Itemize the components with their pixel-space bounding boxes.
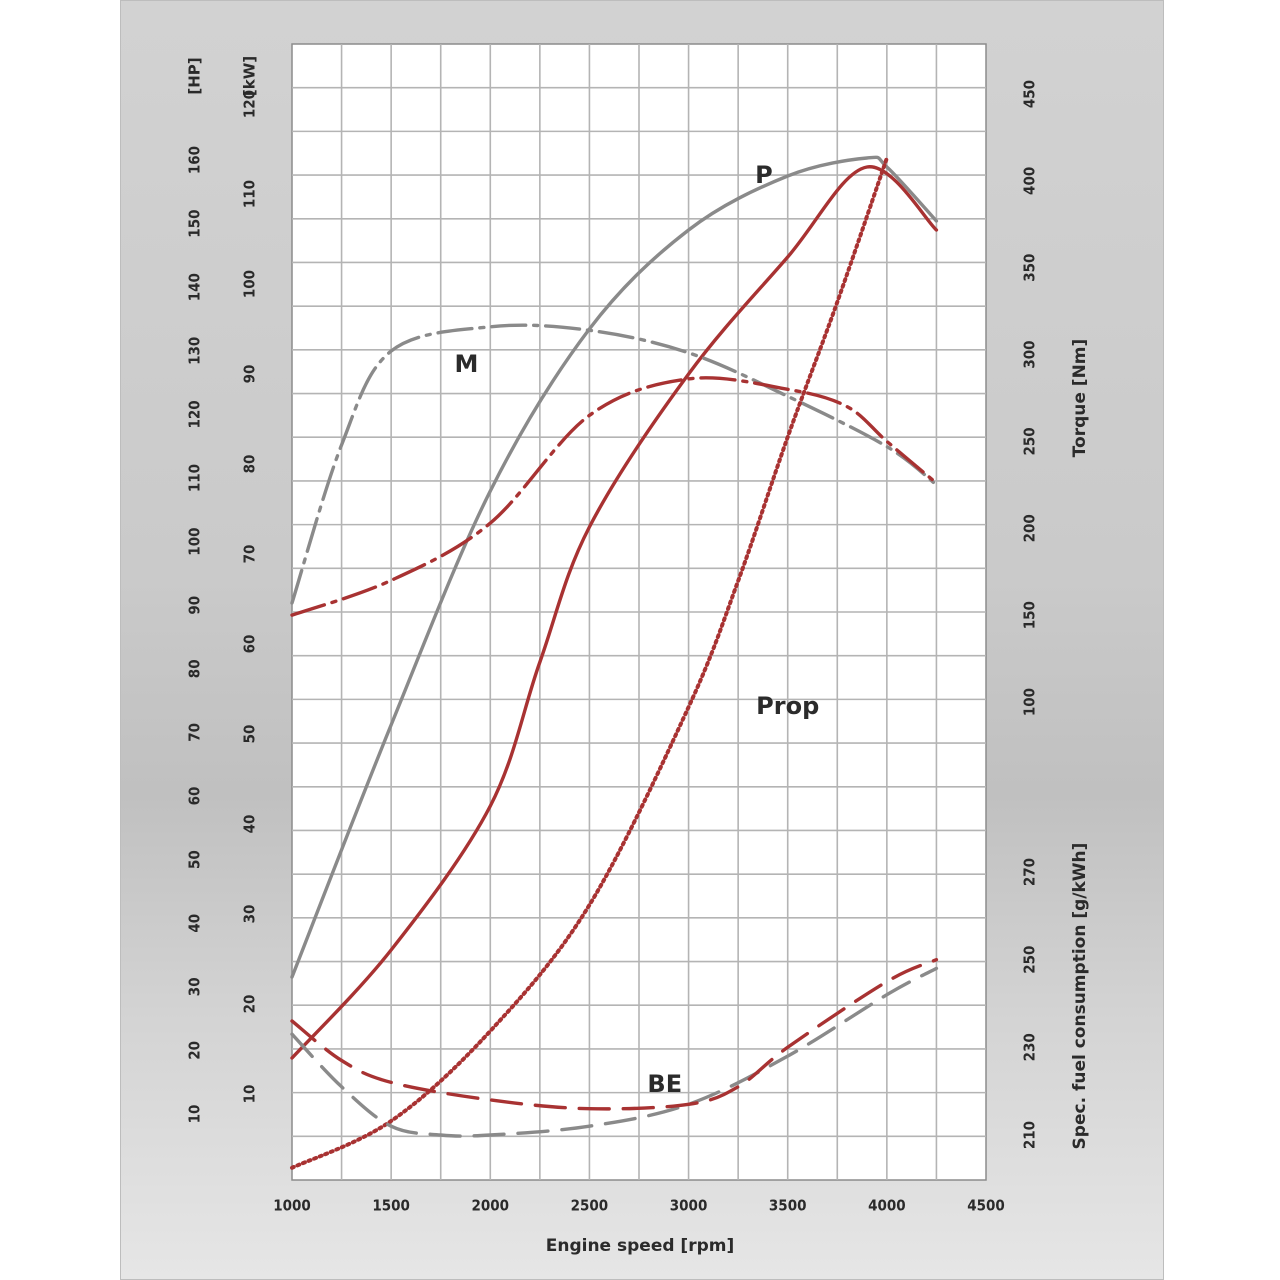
curve-be	[290, 966, 939, 1138]
y-tick-label-kw: 20	[241, 995, 259, 1014]
y-tick-label-torque: 350	[1021, 254, 1039, 282]
y-tick-label-hp: 130	[186, 337, 204, 365]
x-tick-label: 1500	[372, 1197, 410, 1215]
y-tick-label-hp: 20	[186, 1041, 204, 1060]
y-tick-label-hp: 60	[186, 787, 204, 806]
y-tick-label-hp: 80	[186, 659, 204, 678]
y-tick-label-hp: 100	[186, 528, 204, 556]
y-tick-label-torque: 450	[1021, 80, 1039, 108]
x-tick-label: 2000	[472, 1197, 510, 1215]
y-tick-label-fuel: 230	[1021, 1033, 1039, 1061]
torque-axis-title: Torque [Nm]	[1070, 339, 1090, 458]
curve-labels: P M Prop BE	[455, 161, 820, 1098]
y-tick-label-fuel: 270	[1021, 858, 1039, 886]
x-axis-title: Engine speed [rpm]	[546, 1236, 735, 1256]
y-tick-label-torque: 200	[1021, 514, 1039, 542]
y-tick-label-kw: 40	[241, 815, 259, 834]
y-tick-label-hp: 10	[186, 1105, 204, 1124]
curve-prop	[290, 156, 889, 1170]
curve-p	[290, 155, 939, 979]
y-tick-label-kw: 50	[241, 725, 259, 744]
y-tick-label-hp: 150	[186, 210, 204, 238]
curve-m	[290, 323, 939, 605]
curve-m-red	[290, 376, 939, 617]
y-tick-label-hp: 160	[186, 146, 204, 174]
y-axis-unit-kw: [kW]	[241, 56, 259, 96]
y-tick-label-fuel: 210	[1021, 1121, 1039, 1149]
curve-label-propeller: Prop	[756, 692, 819, 720]
y-tick-label-hp: 140	[186, 273, 204, 301]
curve-label-fuel: BE	[647, 1070, 682, 1098]
y-tick-label-hp: 110	[186, 464, 204, 492]
y-tick-label-kw: 70	[241, 545, 259, 564]
y-tick-label-torque: 400	[1021, 167, 1039, 195]
x-tick-label: 1000	[273, 1197, 311, 1215]
y-tick-label-hp: 90	[186, 596, 204, 615]
y-axis-unit-hp: [HP]	[186, 57, 204, 94]
y-tick-label-hp: 120	[186, 400, 204, 428]
y-tick-label-kw: 60	[241, 635, 259, 654]
x-tick-label: 3500	[769, 1197, 807, 1215]
y-tick-label-kw: 110	[241, 180, 259, 208]
y-tick-label-hp: 40	[186, 914, 204, 933]
y-tick-label-kw: 90	[241, 365, 259, 384]
curve-be-red	[290, 958, 939, 1111]
y-tick-label-hp: 30	[186, 977, 204, 996]
curve-label-torque: M	[455, 350, 479, 378]
y-tick-label-kw: 10	[241, 1085, 259, 1104]
y-tick-label-torque: 250	[1021, 427, 1039, 455]
y-tick-label-kw: 100	[241, 270, 259, 298]
x-tick-label: 2500	[571, 1197, 609, 1215]
y-tick-label-hp: 50	[186, 850, 204, 869]
curve-label-power: P	[755, 161, 773, 189]
y-tick-label-kw: 30	[241, 905, 259, 924]
fuel-axis-title: Spec. fuel consumption [g/kWh]	[1070, 843, 1090, 1150]
x-tick-label: 4500	[967, 1197, 1005, 1215]
y-tick-label-torque: 100	[1021, 688, 1039, 716]
y-tick-label-kw: 80	[241, 455, 259, 474]
y-tick-label-fuel: 250	[1021, 946, 1039, 974]
y-tick-label-kw: 120	[241, 90, 259, 118]
y-tick-label-hp: 70	[186, 723, 204, 742]
x-tick-label: 4000	[868, 1197, 906, 1215]
right-axes: 100 150 200 250 300 350 400 450 Torque [Nm] 210 23…	[1021, 80, 1091, 1150]
x-axis: 1000 1500 2000 2500 3000 3500 4000 4500 Engine s…	[273, 1197, 1005, 1257]
curves	[290, 155, 939, 1170]
y-tick-label-torque: 300	[1021, 340, 1039, 368]
grid	[292, 44, 986, 1180]
y-tick-label-torque: 150	[1021, 601, 1039, 629]
x-tick-label: 3000	[670, 1197, 708, 1215]
left-axes: 10 20 30 40 50 60 70 80 90 100 110 120 130 140 150 160 […	[186, 56, 259, 1124]
curve-p-red	[290, 165, 939, 1060]
